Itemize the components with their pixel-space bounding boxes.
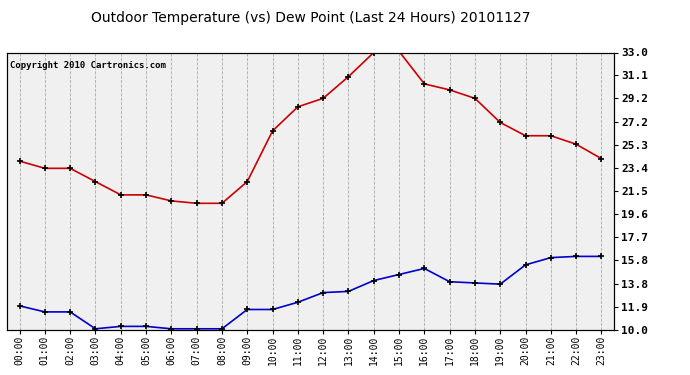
Text: Outdoor Temperature (vs) Dew Point (Last 24 Hours) 20101127: Outdoor Temperature (vs) Dew Point (Last…	[91, 11, 530, 25]
Text: Copyright 2010 Cartronics.com: Copyright 2010 Cartronics.com	[10, 61, 166, 70]
